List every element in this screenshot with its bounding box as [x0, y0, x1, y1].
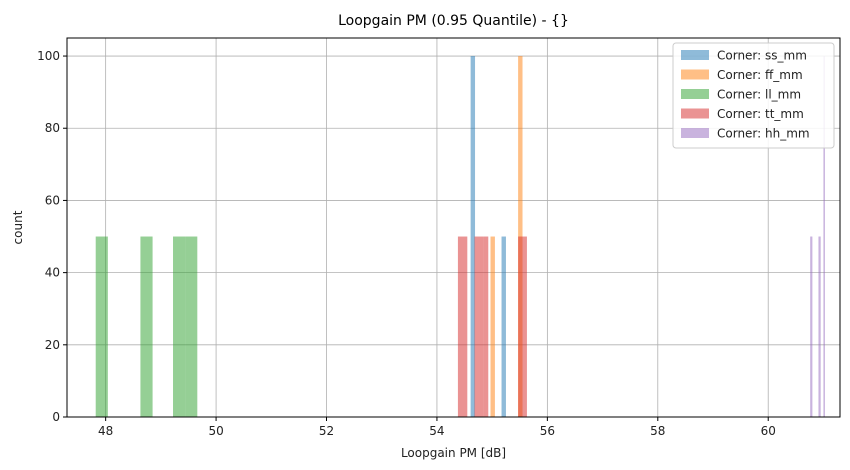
y-axis-label: count — [11, 210, 25, 244]
legend-label: Corner: ll_mm — [717, 88, 801, 102]
histogram-bar — [474, 236, 484, 417]
legend-box — [672, 42, 835, 149]
legend-swatch — [681, 108, 709, 119]
histogram-bar — [140, 236, 153, 417]
y-tick-label: 60 — [45, 193, 60, 207]
chart-title: Loopgain PM (0.95 Quantile) - {} — [338, 13, 569, 29]
y-tick-label: 80 — [45, 121, 60, 135]
legend-swatch — [681, 89, 709, 99]
legend-label: Corner: ff_mm — [717, 68, 803, 82]
x-axis-label: Loopgain PM [dB] — [401, 446, 506, 460]
legend: Corner: ss_mm Corner: ff_mm Corner: ll_mm C… — [672, 42, 835, 149]
histogram-bar — [185, 236, 198, 417]
histogram-bar — [95, 236, 108, 417]
legend-swatch — [681, 50, 709, 60]
histogram-bar — [518, 236, 527, 417]
histogram-bar — [810, 236, 813, 417]
y-tick-label: 100 — [37, 49, 60, 63]
legend-label: Corner: ss_mm — [717, 49, 807, 63]
legend-swatch — [681, 128, 709, 138]
x-tick-label: 48 — [98, 424, 113, 438]
legend-swatch — [681, 69, 709, 80]
y-tick-label: 40 — [45, 266, 60, 280]
histogram-bar — [501, 236, 506, 417]
histogram-bar — [470, 56, 476, 418]
x-tick-label: 58 — [650, 424, 665, 438]
y-tick-label: 20 — [45, 338, 60, 352]
legend-label: Corner: hh_mm — [717, 127, 810, 141]
y-tick-label: 0 — [52, 410, 60, 424]
ticks-layer: 48 50 52 54 56 58 60 0 20 40 60 80 100 — [37, 49, 776, 438]
bars-layer — [95, 56, 825, 418]
histogram-bar — [818, 236, 821, 417]
histogram-bar — [823, 56, 825, 418]
x-tick-label: 60 — [761, 424, 776, 438]
plot-frame — [66, 37, 841, 418]
x-tick-label: 56 — [540, 424, 555, 438]
x-tick-label: 52 — [319, 424, 334, 438]
x-tick-label: 54 — [429, 424, 444, 438]
histogram-bar — [483, 236, 489, 417]
legend-label: Corner: tt_mm — [717, 107, 804, 121]
histogram-bar — [457, 236, 468, 417]
histogram-bar — [173, 236, 186, 417]
histogram-bar — [490, 236, 495, 417]
x-tick-label: 50 — [208, 424, 223, 438]
